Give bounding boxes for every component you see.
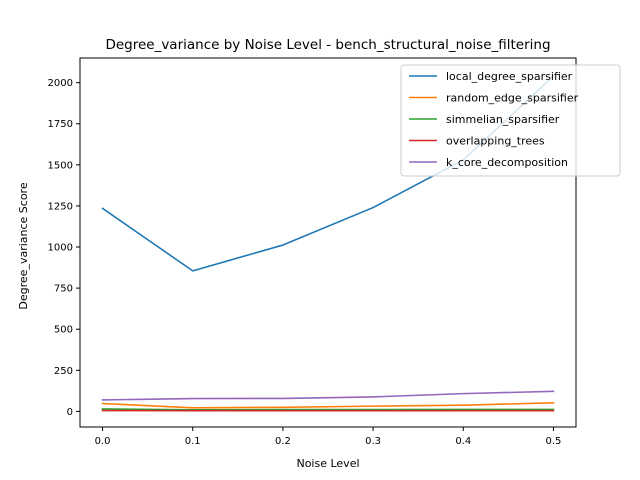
x-tick-label: 0.0 <box>95 436 111 447</box>
y-tick-label: 1500 <box>48 160 73 171</box>
legend-item-label: local_degree_sparsifier <box>446 70 573 83</box>
y-tick-label: 750 <box>54 284 73 295</box>
y-tick-label: 250 <box>54 366 73 377</box>
x-tick-label: 0.1 <box>185 436 201 447</box>
y-tick-label: 2000 <box>48 78 73 89</box>
x-axis-label: Noise Level <box>296 457 359 470</box>
series-line-random-edge-sparsifier <box>101 402 555 409</box>
legend-item-label: k_core_decomposition <box>446 156 568 169</box>
y-axis: 0 250 500 750 1000 1250 1500 1750 2000 <box>48 78 80 418</box>
x-tick-label: 0.4 <box>455 436 471 447</box>
legend-item-label: simmelian_sparsifier <box>446 113 560 126</box>
x-axis: 0.0 0.1 0.2 0.3 0.4 0.5 <box>95 427 562 447</box>
series-line-simmelian-sparsifier <box>101 408 555 411</box>
x-tick-label: 0.5 <box>546 436 562 447</box>
series-line-k-core-decomposition <box>101 390 555 401</box>
y-tick-label: 1000 <box>48 243 73 254</box>
y-tick-label: 500 <box>54 325 73 336</box>
legend-box <box>400 64 621 177</box>
x-tick-label: 0.3 <box>365 436 381 447</box>
legend-item-label: overlapping_trees <box>446 135 545 148</box>
chart-title: Degree_variance by Noise Level - bench_s… <box>105 37 550 53</box>
legend-item-label: random_edge_sparsifier <box>446 92 579 105</box>
y-axis-label: Degree_variance Score <box>17 182 30 309</box>
plot-frame <box>79 57 577 428</box>
y-tick-label: 1250 <box>48 201 73 212</box>
y-tick-label: 0 <box>67 407 73 418</box>
y-tick-label: 1750 <box>48 119 73 130</box>
x-tick-label: 0.2 <box>275 436 291 447</box>
legend: local_degree_sparsifier random_edge_spars… <box>400 64 621 177</box>
